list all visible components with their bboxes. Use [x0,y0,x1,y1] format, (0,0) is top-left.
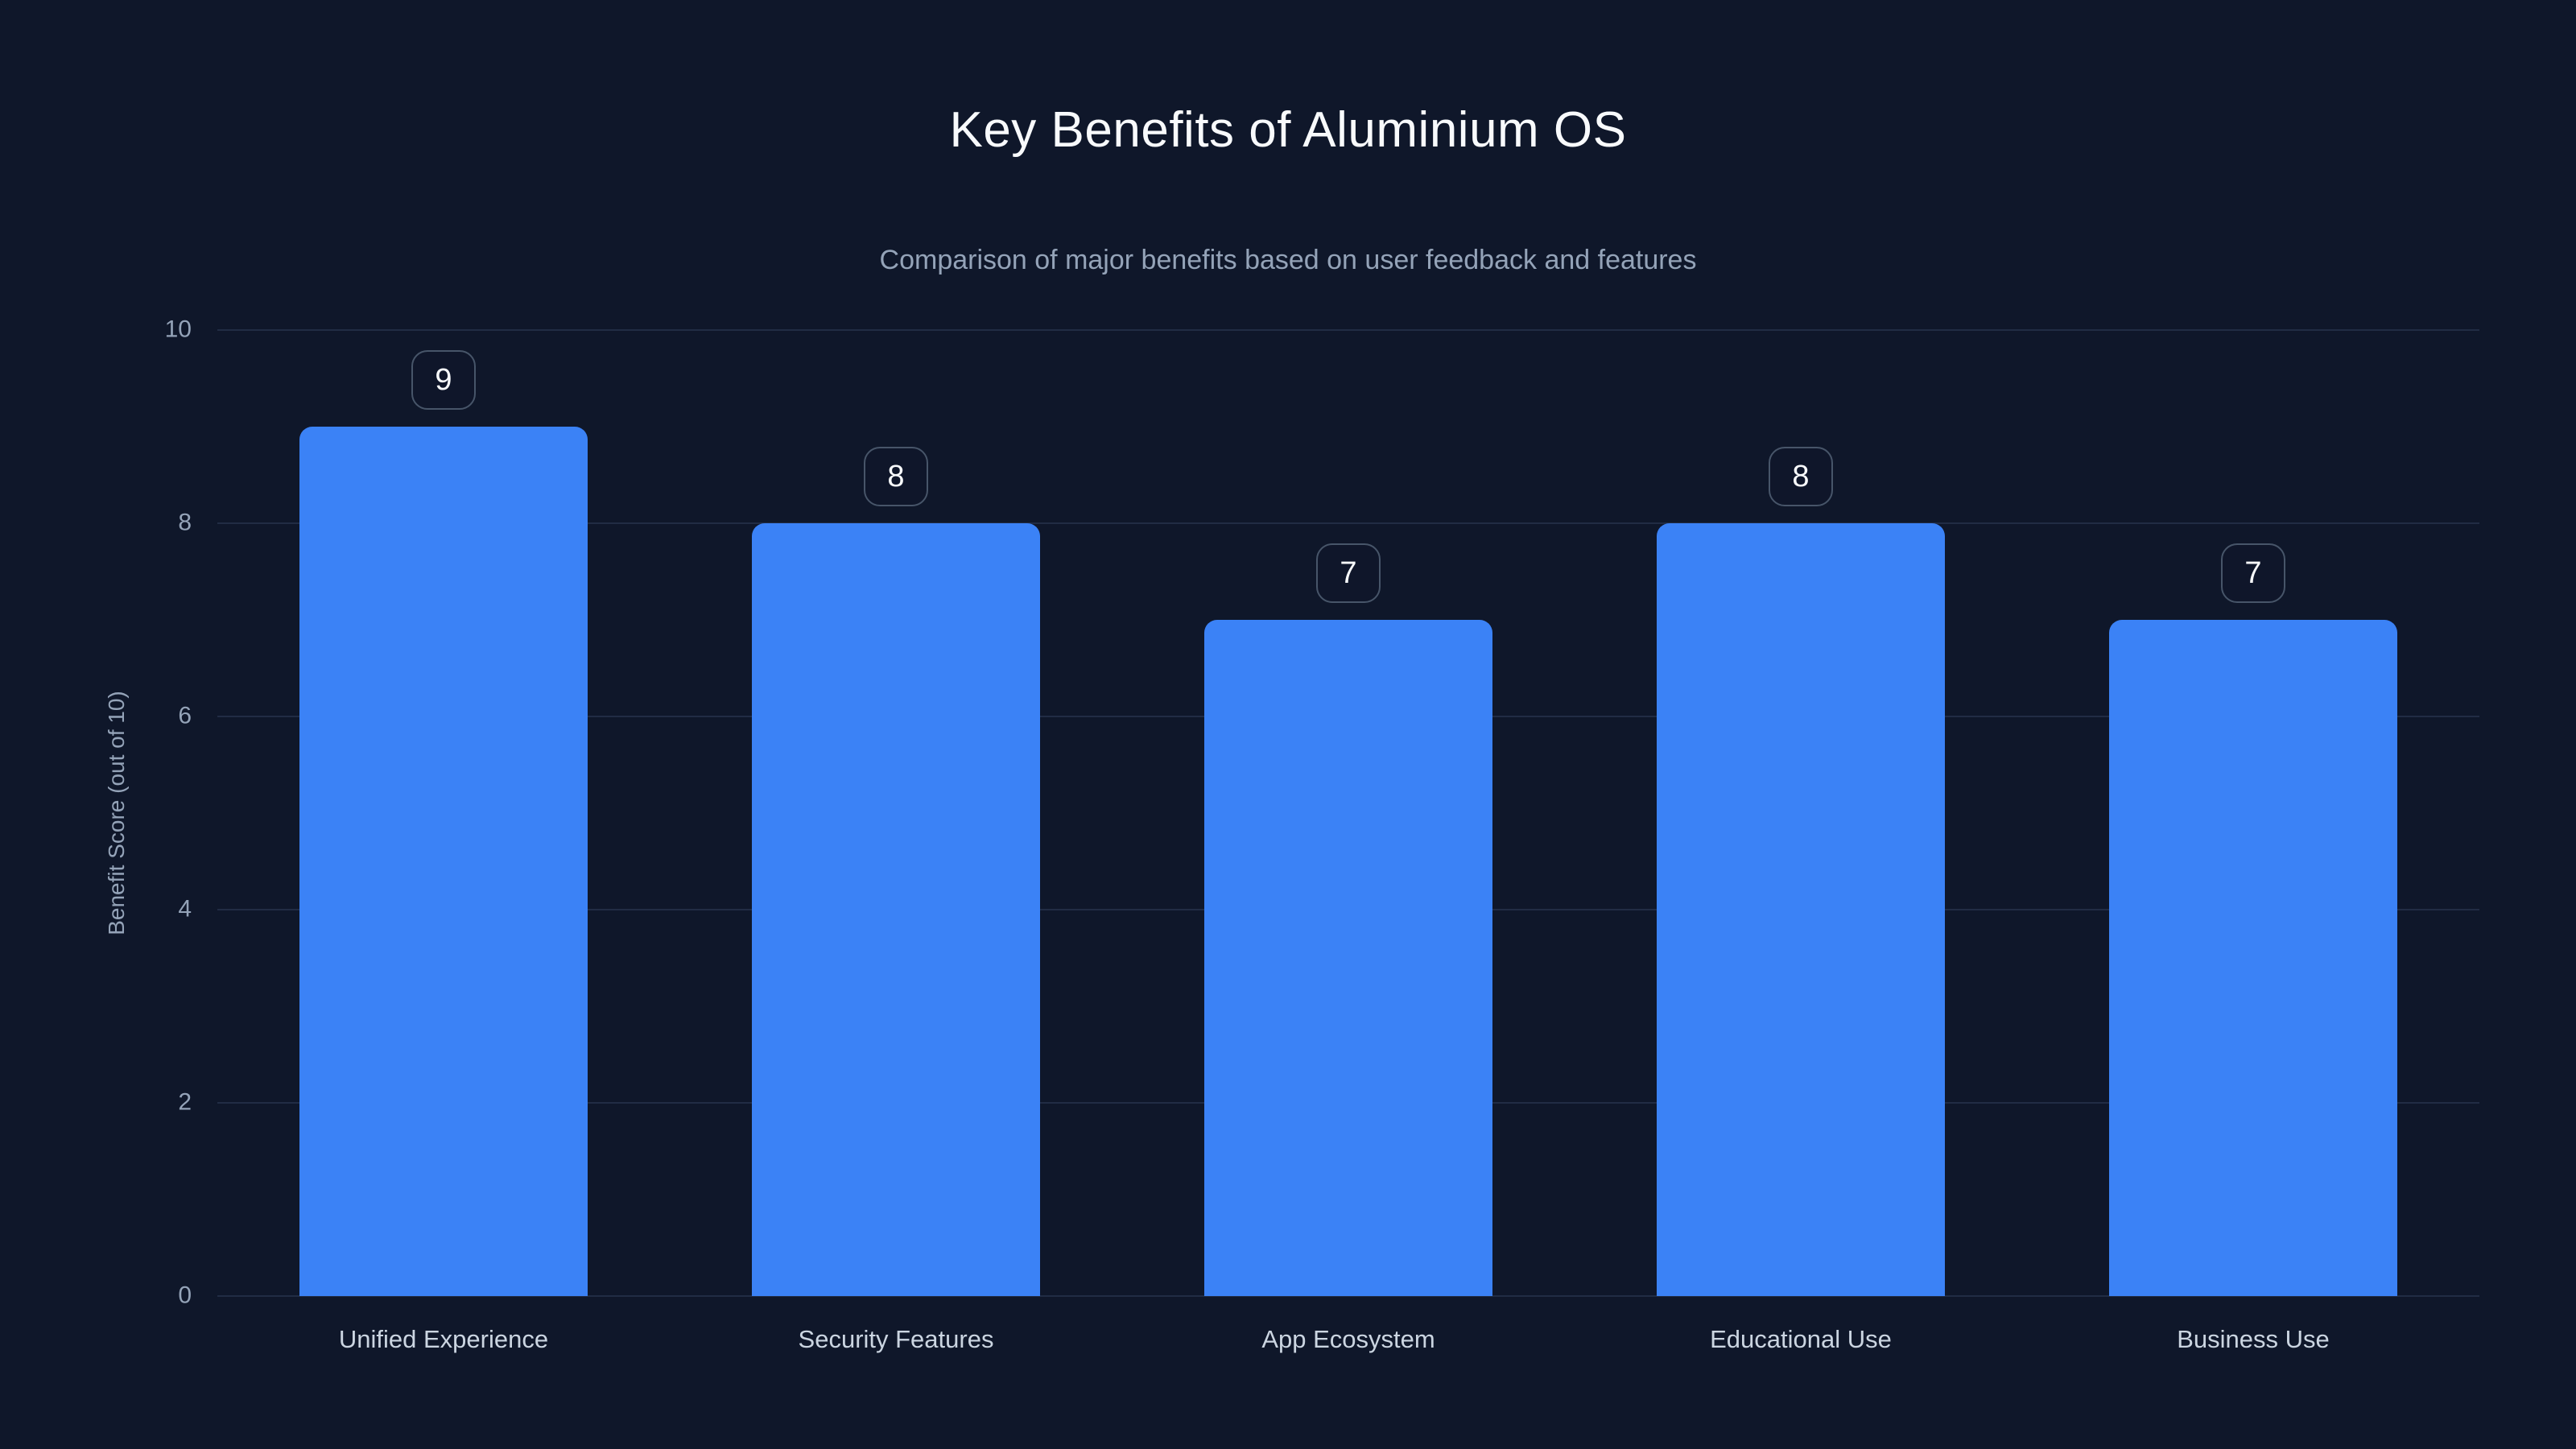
y-tick-label-10: 10 [164,316,192,343]
x-axis-label-security-features: Security Features [798,1325,994,1353]
y-tick-label-0: 0 [178,1282,192,1309]
y-tick-label-6: 6 [178,702,192,729]
gridline-y-8 [217,522,2479,524]
value-badge-label: 8 [887,459,905,493]
value-badge-business-use: 7 [2221,543,2285,603]
y-tick-label-4: 4 [178,895,192,923]
bar-security-features[interactable] [752,523,1040,1296]
value-badge-educational-use: 8 [1769,447,1833,506]
x-axis-label-educational-use: Educational Use [1710,1325,1892,1353]
y-tick-label-8: 8 [178,509,192,536]
bar-app-ecosystem[interactable] [1204,620,1492,1296]
value-badge-app-ecosystem: 7 [1316,543,1381,603]
x-axis-label-business-use: Business Use [2177,1325,2330,1353]
chart-subtitle: Comparison of major benefits based on us… [879,245,1697,275]
x-axis-label-app-ecosystem: App Ecosystem [1261,1325,1435,1353]
value-badge-label: 8 [1792,459,1810,493]
chart-title: Key Benefits of Aluminium OS [949,102,1627,158]
value-badge-security-features: 8 [864,447,928,506]
gridline-y-0 [217,1295,2479,1297]
bar-business-use[interactable] [2109,620,2397,1296]
y-tick-label-2: 2 [178,1088,192,1116]
plot-area: 9 8 7 8 7 [217,329,2479,1297]
bar-unified-experience[interactable] [299,427,588,1296]
value-badge-label: 9 [435,362,452,397]
x-axis-label-unified-experience: Unified Experience [338,1325,549,1353]
bar-educational-use[interactable] [1657,523,1945,1296]
gridline-y-10 [217,329,2479,331]
value-badge-unified-experience: 9 [411,350,476,410]
value-badge-label: 7 [1340,555,1357,590]
value-badge-label: 7 [2244,555,2262,590]
